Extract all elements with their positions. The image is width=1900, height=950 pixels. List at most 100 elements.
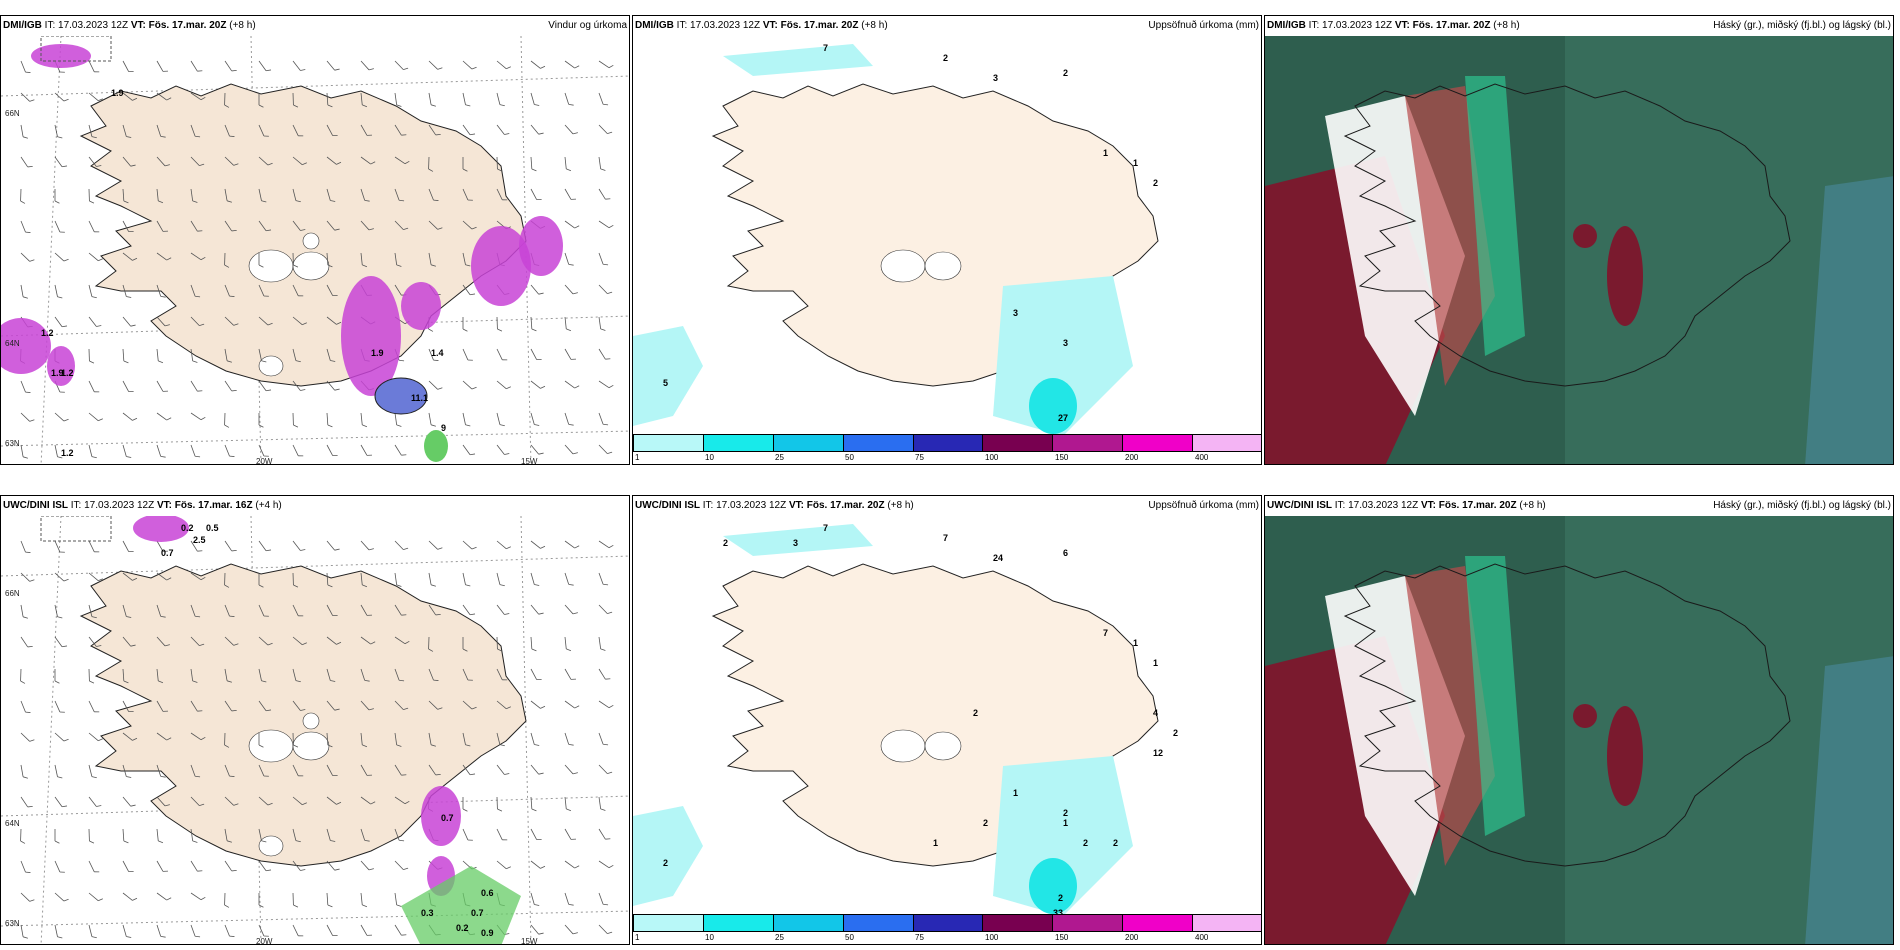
init-time: IT: 17.03.2023 12Z bbox=[70, 500, 155, 511]
model-name: DMI/IGB bbox=[3, 20, 42, 31]
lat-label: 63N bbox=[5, 919, 20, 928]
accum-value: 7 bbox=[943, 533, 948, 543]
accum-value: 7 bbox=[823, 43, 828, 53]
panel-dmi-accum: DMI/IGB IT: 17.03.2023 12Z VT: Fös. 17.m… bbox=[632, 15, 1262, 465]
panel-uwc-wind: UWC/DINI ISL IT: 17.03.2023 12Z VT: Fös.… bbox=[0, 495, 630, 945]
precip-value: 0.9 bbox=[481, 928, 494, 938]
init-time: IT: 17.03.2023 12Z bbox=[44, 20, 129, 31]
panel-header: DMI/IGB IT: 17.03.2023 12Z VT: Fös. 17.m… bbox=[1, 16, 629, 36]
valid-time: VT: Fös. 17.mar. 20Z bbox=[130, 20, 227, 31]
colorbar-tick: 50 bbox=[845, 453, 854, 462]
colorbar-swatch bbox=[983, 915, 1054, 931]
cloud-blue-area bbox=[1805, 176, 1893, 464]
accum-value: 7 bbox=[1103, 628, 1108, 638]
colorbar-swatch bbox=[703, 435, 774, 451]
accum-value: 27 bbox=[1058, 413, 1068, 423]
accum-values: 7 2 3 2 1 1 2 3 3 5 27 bbox=[663, 43, 1158, 423]
colorbar-tick: 75 bbox=[915, 933, 924, 942]
forecast-offset: (+8 h) bbox=[229, 20, 256, 31]
colorbar-tick: 400 bbox=[1195, 453, 1209, 462]
colorbar-tick: 25 bbox=[775, 453, 784, 462]
colorbar-swatch bbox=[1123, 435, 1194, 451]
colorbar-swatch bbox=[1123, 915, 1194, 931]
panel-header: DMI/IGB IT: 17.03.2023 12Z VT: Fös. 17.m… bbox=[633, 16, 1261, 36]
lat-label: 64N bbox=[5, 339, 20, 348]
lat-label: 64N bbox=[5, 819, 20, 828]
precip-value: 1.4 bbox=[431, 348, 444, 358]
accum-value: 2 bbox=[1058, 893, 1063, 903]
glacier bbox=[292, 731, 330, 761]
colorbar-tick: 200 bbox=[1125, 933, 1139, 942]
colorbar-tick: 100 bbox=[985, 453, 999, 462]
valid-time: VT: Fös. 17.mar. 20Z bbox=[1394, 20, 1491, 31]
colorbar-swatch bbox=[843, 915, 914, 931]
cloud-cell bbox=[1573, 704, 1597, 728]
colorbar-tick: 400 bbox=[1195, 933, 1209, 942]
cloud-blue-area bbox=[1805, 656, 1893, 944]
model-name: DMI/IGB bbox=[635, 20, 674, 31]
accum-value: 1 bbox=[1013, 788, 1018, 798]
glacier bbox=[258, 355, 284, 377]
init-time: IT: 17.03.2023 12Z bbox=[676, 20, 761, 31]
colorbar-tick: 10 bbox=[705, 453, 714, 462]
panel-title: Háský (gr.), miðský (fj.bl.) og lágský (… bbox=[1713, 500, 1891, 511]
precip-values: 0.2 0.50.70.70.3 0.70.20.60.92.5 bbox=[161, 523, 494, 938]
hatched-area bbox=[40, 516, 112, 542]
accum-value: 2 bbox=[1153, 178, 1158, 188]
panel-run-info: DMI/IGB IT: 17.03.2023 12Z VT: Fös. 17.m… bbox=[3, 16, 256, 36]
precip-value: 0.6 bbox=[481, 888, 494, 898]
lon-label: 15W bbox=[521, 457, 538, 465]
panel-run-info: UWC/DINI ISL IT: 17.03.2023 12Z VT: Fös.… bbox=[3, 496, 282, 516]
precip-value: 1.9 bbox=[51, 368, 64, 378]
accum-value: 7 bbox=[823, 523, 828, 533]
glacier bbox=[302, 712, 320, 730]
iceland-coastline bbox=[1343, 563, 1791, 867]
panel-uwc-accum: UWC/DINI ISL IT: 17.03.2023 12Z VT: Fös.… bbox=[632, 495, 1262, 945]
panel-uwc-cloud: UWC/DINI ISL IT: 17.03.2023 12Z VT: Fös.… bbox=[1264, 495, 1894, 945]
precip-value: 1.9 bbox=[111, 88, 124, 98]
precip-value: 1.2 bbox=[61, 448, 74, 458]
lon-label: 20W bbox=[256, 937, 273, 945]
valid-time: VT: Fös. 17.mar. 20Z bbox=[762, 20, 859, 31]
colorbar-tick: 100 bbox=[985, 933, 999, 942]
init-time: IT: 17.03.2023 12Z bbox=[1334, 500, 1419, 511]
accum-value: 3 bbox=[1063, 338, 1068, 348]
panel-run-info: DMI/IGB IT: 17.03.2023 12Z VT: Fös. 17.m… bbox=[635, 16, 888, 36]
colorbar-swatch bbox=[1193, 435, 1261, 451]
map-canvas bbox=[1265, 516, 1893, 944]
accum-value: 2 bbox=[1173, 728, 1178, 738]
colorbar-tick: 150 bbox=[1055, 453, 1069, 462]
wind-barbs bbox=[20, 60, 614, 459]
colorbar-swatch bbox=[773, 435, 844, 451]
map-canvas bbox=[1265, 36, 1893, 464]
accum-value: 2 bbox=[973, 708, 978, 718]
colorbar-swatch bbox=[1193, 915, 1261, 931]
colorbar-tick: 1 bbox=[635, 933, 640, 942]
accum-value: 1 bbox=[1153, 658, 1158, 668]
colorbar: 1 10 25 50 75 100 150 200 400 bbox=[633, 434, 1261, 464]
glacier bbox=[258, 835, 284, 857]
panel-run-info: DMI/IGB IT: 17.03.2023 12Z VT: Fös. 17.m… bbox=[1267, 16, 1520, 36]
precip-value: 1.2 bbox=[41, 328, 54, 338]
colorbar-tick: 50 bbox=[845, 933, 854, 942]
accum-value: 2 bbox=[1083, 838, 1088, 848]
glacier bbox=[880, 249, 926, 283]
colorbar-tick: 10 bbox=[705, 933, 714, 942]
valid-time: VT: Fös. 17.mar. 16Z bbox=[156, 500, 253, 511]
accum-value: 1 bbox=[1063, 818, 1068, 828]
colorbar-tick: 200 bbox=[1125, 453, 1139, 462]
forecast-offset: (+4 h) bbox=[255, 500, 282, 511]
accum-value: 2 bbox=[1113, 838, 1118, 848]
map-canvas: 7 2 3 2 1 1 2 3 3 5 27 bbox=[633, 36, 1261, 464]
precip-value: 9 bbox=[441, 423, 446, 433]
colorbar-swatch bbox=[634, 915, 704, 931]
colorbar-tick: 150 bbox=[1055, 933, 1069, 942]
init-time: IT: 17.03.2023 12Z bbox=[702, 500, 787, 511]
iceland-coastline bbox=[1343, 83, 1791, 387]
forecast-offset: (+8 h) bbox=[1519, 500, 1546, 511]
cloud-cell bbox=[1607, 226, 1643, 326]
cloud-teal-band bbox=[1465, 76, 1525, 356]
accum-value: 24 bbox=[993, 553, 1003, 563]
panel-header: DMI/IGB IT: 17.03.2023 12Z VT: Fös. 17.m… bbox=[1265, 16, 1893, 36]
